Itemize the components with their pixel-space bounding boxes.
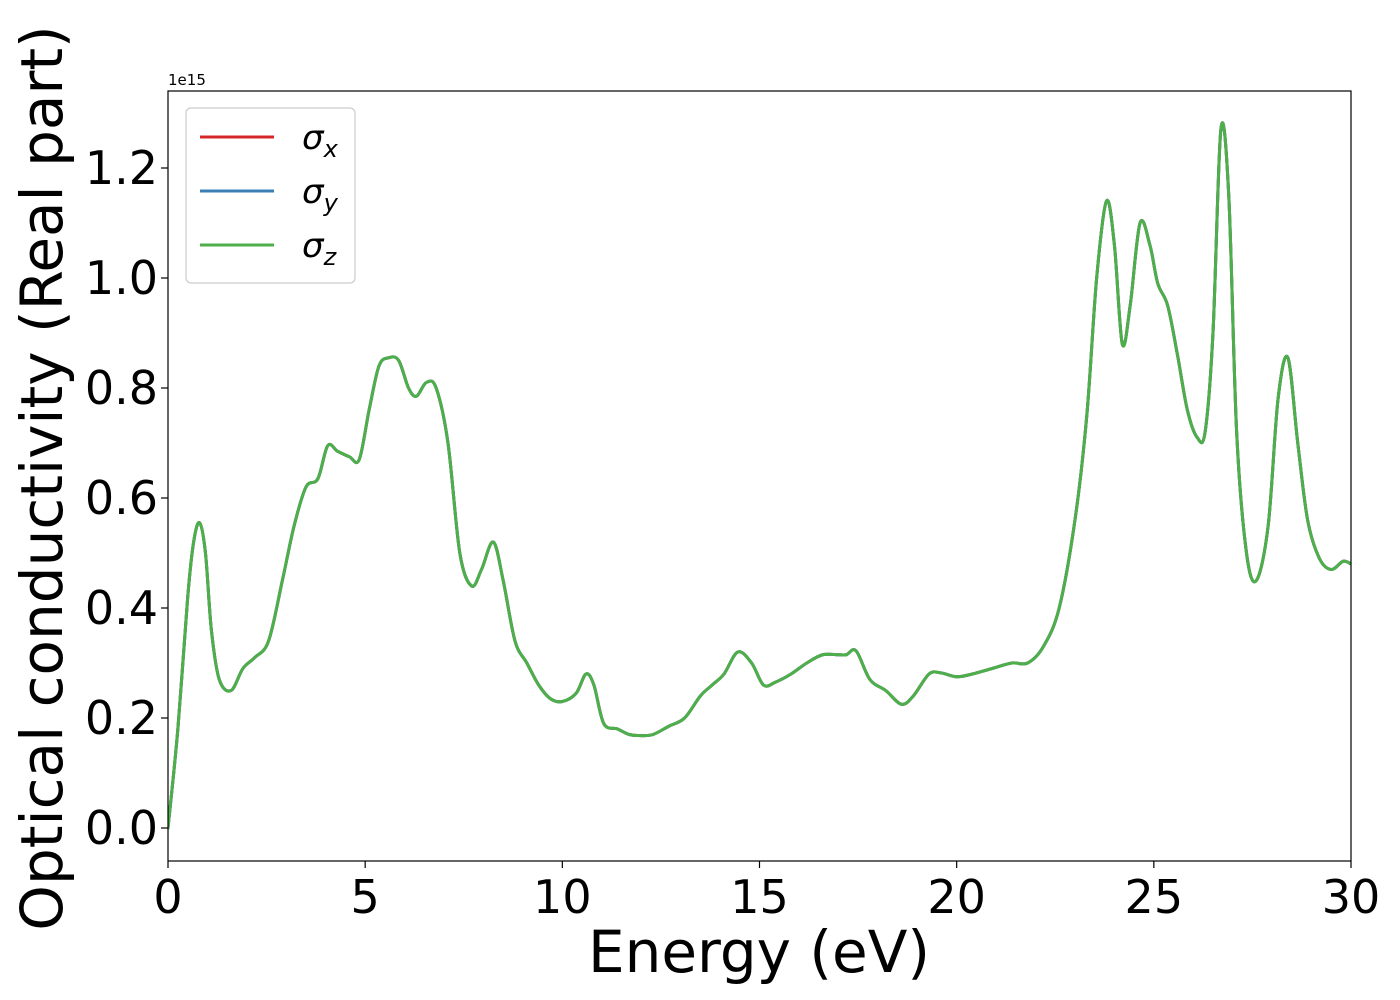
- x-tick-label: 15: [730, 870, 789, 924]
- legend-frame: [185, 107, 356, 284]
- series-layer: [168, 121, 1351, 830]
- y-tick-label: 0.6: [85, 471, 158, 525]
- x-tick-label: 30: [1322, 870, 1381, 924]
- y-tick-label: 1.0: [85, 251, 158, 305]
- y-tick-label: 0.8: [85, 361, 158, 415]
- series-line-z: [168, 121, 1351, 830]
- x-tick-label: 5: [351, 870, 380, 924]
- y-tick-label: 1.2: [85, 141, 158, 195]
- y-axis: 0.0 0.2 0.4 0.6 0.8 1.0 1.2: [85, 141, 168, 855]
- x-tick-label: 25: [1125, 870, 1184, 924]
- y-tick-label: 0.4: [85, 581, 158, 635]
- x-tick-label: 0: [153, 870, 182, 924]
- x-tick-label: 10: [533, 870, 592, 924]
- y-tick-label: 0.0: [85, 801, 158, 855]
- y-axis-title: Optical conductivity (Real part): [8, 25, 76, 930]
- x-axis-title: Energy (eV): [588, 918, 930, 986]
- x-tick-label: 20: [927, 870, 986, 924]
- y-tick-label: 0.2: [85, 691, 158, 745]
- y-offset-label: 1e15: [168, 71, 206, 89]
- x-axis: 0 5 10 15 20 25 30: [153, 861, 1380, 924]
